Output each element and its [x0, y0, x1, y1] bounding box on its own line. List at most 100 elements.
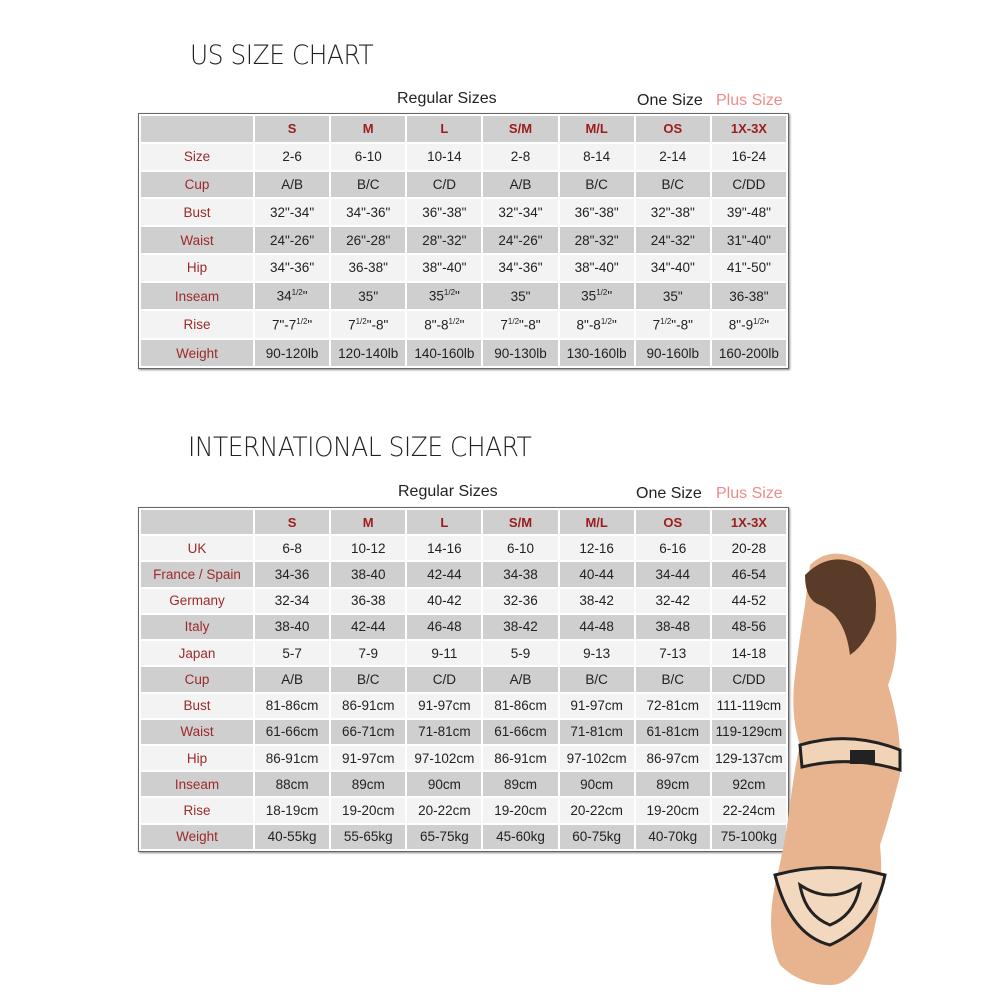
table-cell: 40-70kg	[635, 824, 710, 849]
table-cell: 75-100kg	[711, 824, 786, 849]
table-cell: C/DD	[711, 667, 786, 692]
table-cell: 42-44	[331, 614, 406, 640]
table-cell: 38"-40"	[407, 254, 482, 281]
table-cell: 34-36	[255, 562, 330, 587]
table-cell: 89cm	[331, 772, 406, 797]
column-header: M	[331, 510, 406, 535]
table-cell: 6-16	[635, 536, 710, 561]
table-row: Waist 24"-26" 26"-28" 28"-32" 24"-26" 28"-32"…	[141, 227, 786, 253]
us-plus-size-label: Plus Size	[716, 92, 783, 109]
table-cell: 92cm	[711, 772, 786, 797]
column-header: OS	[635, 510, 710, 535]
table-cell: 34-38	[483, 562, 558, 587]
row-label: UK	[141, 536, 253, 561]
table-cell: 26"-28"	[331, 227, 406, 253]
row-label: Japan	[141, 641, 253, 666]
intl-chart-title: INTERNATIONAL SIZE CHART	[188, 432, 532, 463]
table-cell: 45-60kg	[483, 824, 558, 849]
header-row: S M L S/M M/L OS 1X-3X	[141, 116, 786, 142]
table-row: France / Spain 34-36 38-40 42-44 34-38 40-44 3…	[141, 562, 786, 587]
row-label: Hip	[141, 745, 253, 771]
row-label: Rise	[141, 311, 253, 339]
table-cell: 6-8	[255, 536, 330, 561]
table-cell: C/D	[407, 667, 482, 692]
table-cell: 19-20cm	[331, 798, 406, 823]
table-cell: 111-119cm	[711, 693, 786, 718]
table-cell: C/D	[407, 171, 482, 198]
table-cell: 91-97cm	[331, 745, 406, 771]
row-label: Weight	[141, 824, 253, 849]
table-cell: 97-102cm	[407, 745, 482, 771]
table-cell: 32-42	[635, 588, 710, 613]
table-cell: 10-14	[407, 143, 482, 170]
table-cell: 28"-32"	[559, 227, 634, 253]
table-row: Inseam 88cm 89cm 90cm 89cm 90cm 89cm 92cm	[141, 772, 786, 797]
table-cell: 129-137cm	[711, 745, 786, 771]
table-cell: 39"-48"	[711, 199, 786, 226]
table-cell: 48-56	[711, 614, 786, 640]
table-row: Inseam 341/2" 35" 351/2" 35" 351/2" 35" 36-38"	[141, 282, 786, 310]
table-cell: 38-40	[331, 562, 406, 587]
table-cell: 8"-91/2"	[711, 311, 786, 339]
table-row: Size 2-6 6-10 10-14 2-8 8-14 2-14 16-24	[141, 143, 786, 170]
table-cell: 32-36	[483, 588, 558, 613]
table-cell: 351/2"	[559, 282, 634, 310]
table-cell: 7-13	[635, 641, 710, 666]
column-header: S	[255, 510, 330, 535]
row-label: Cup	[141, 667, 253, 692]
table-cell: 90-120lb	[255, 340, 330, 366]
table-row: Bust 32"-34" 34"-36" 36"-38" 32"-34" 36"-38" 3…	[141, 199, 786, 226]
row-label: Italy	[141, 614, 253, 640]
table-cell: 36"-38"	[407, 199, 482, 226]
table-row: Cup A/B B/C C/D A/B B/C B/C C/DD	[141, 667, 786, 692]
table-cell: 34"-36"	[483, 254, 558, 281]
table-cell: 34-44	[635, 562, 710, 587]
table-cell: 130-160lb	[559, 340, 634, 366]
table-cell: 24"-26"	[483, 227, 558, 253]
table-cell: 91-97cm	[559, 693, 634, 718]
table-cell: 35"	[635, 282, 710, 310]
table-cell: 36"-38"	[559, 199, 634, 226]
table-cell: 32"-34"	[483, 199, 558, 226]
table-cell: 24"-32"	[635, 227, 710, 253]
column-header: 1X-3X	[711, 510, 786, 535]
table-cell: 32"-38"	[635, 199, 710, 226]
header-row: S M L S/M M/L OS 1X-3X	[141, 510, 786, 535]
table-cell: 86-91cm	[255, 745, 330, 771]
table-cell: 86-91cm	[483, 745, 558, 771]
table-cell: 20-28	[711, 536, 786, 561]
table-cell: 10-12	[331, 536, 406, 561]
table-cell: 60-75kg	[559, 824, 634, 849]
column-header: M/L	[559, 116, 634, 142]
table-cell: 71/2"-8"	[483, 311, 558, 339]
table-cell: 20-22cm	[559, 798, 634, 823]
table-cell: 90cm	[407, 772, 482, 797]
table-cell: 42-44	[407, 562, 482, 587]
table-cell: 32-34	[255, 588, 330, 613]
row-label: Waist	[141, 719, 253, 744]
table-cell: 36-38"	[331, 254, 406, 281]
row-label: Bust	[141, 693, 253, 718]
table-cell: B/C	[635, 171, 710, 198]
table-cell: 14-18	[711, 641, 786, 666]
table-cell: 8"-81/2"	[407, 311, 482, 339]
table-cell: 40-55kg	[255, 824, 330, 849]
intl-regular-sizes-label: Regular Sizes	[398, 483, 498, 500]
table-cell: 19-20cm	[483, 798, 558, 823]
table-cell: A/B	[255, 171, 330, 198]
row-label: France / Spain	[141, 562, 253, 587]
table-cell: 16-24	[711, 143, 786, 170]
table-cell: 88cm	[255, 772, 330, 797]
table-cell: 89cm	[635, 772, 710, 797]
table-cell: A/B	[483, 171, 558, 198]
table-cell: 28"-32"	[407, 227, 482, 253]
table-cell: 81-86cm	[255, 693, 330, 718]
row-label: Inseam	[141, 772, 253, 797]
intl-plus-size-label: Plus Size	[716, 485, 783, 502]
table-cell: 38-42	[483, 614, 558, 640]
header-empty-cell	[141, 116, 253, 142]
table-row: Weight 40-55kg 55-65kg 65-75kg 45-60kg 60-75k…	[141, 824, 786, 849]
table-cell: 36-38	[331, 588, 406, 613]
table-cell: 32"-34"	[255, 199, 330, 226]
table-row: Rise 18-19cm 19-20cm 20-22cm 19-20cm 20-22cm 1…	[141, 798, 786, 823]
